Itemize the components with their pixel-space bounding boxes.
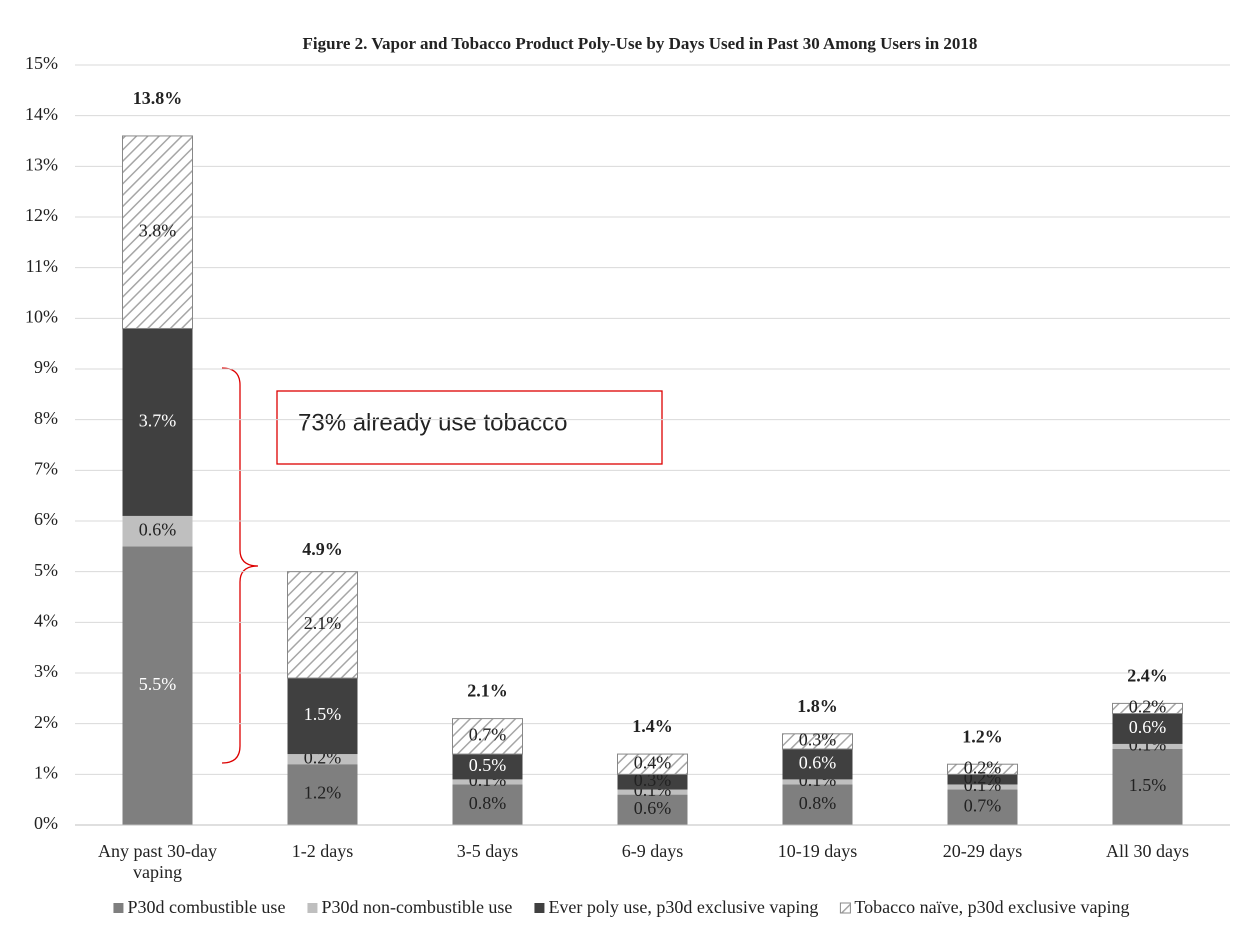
value-label: 0.8%	[469, 793, 507, 813]
bar-segment	[782, 784, 853, 825]
bar-segment	[287, 571, 358, 679]
bar-segment	[122, 515, 193, 547]
total-label: 2.1%	[467, 681, 508, 701]
bar-segment	[287, 678, 358, 755]
value-label: 0.8%	[799, 793, 837, 813]
bar-segment	[782, 749, 853, 780]
bar-segment	[122, 328, 193, 516]
value-label: 0.5%	[469, 755, 507, 775]
y-tick-label: 0%	[34, 813, 58, 833]
bar-segment	[1112, 713, 1183, 744]
y-tick-label: 9%	[34, 357, 58, 377]
total-label: 1.8%	[797, 696, 838, 716]
bracket	[221, 367, 259, 764]
bar-segment	[287, 754, 358, 765]
bar-segment	[452, 754, 523, 780]
total-label: 1.4%	[632, 716, 673, 736]
bar-segment	[452, 779, 523, 785]
y-tick-label: 11%	[26, 256, 58, 276]
y-tick-label: 15%	[25, 53, 58, 73]
chart-title: Figure 2. Vapor and Tobacco Product Poly…	[303, 34, 978, 53]
bar-segment	[947, 763, 1018, 775]
x-tick-label: 3-5 days	[456, 841, 519, 861]
value-label: 5.5%	[139, 674, 177, 694]
value-label: 0.7%	[469, 724, 507, 744]
value-label: 0.7%	[964, 795, 1002, 815]
bar-segment	[1112, 702, 1183, 715]
bar-segment	[617, 753, 688, 775]
legend-label: P30d combustible use	[127, 897, 285, 917]
y-tick-label: 12%	[25, 205, 58, 225]
bar-segment	[1112, 749, 1183, 825]
value-label: 3.8%	[139, 220, 177, 240]
y-tick-label: 4%	[34, 610, 58, 630]
legend-swatch	[839, 902, 851, 914]
x-tick-label: All 30 days	[1106, 841, 1189, 861]
total-label: 2.4%	[1127, 666, 1168, 686]
y-tick-label: 1%	[34, 762, 58, 782]
value-label: 0.4%	[634, 752, 672, 772]
legend-label: Tobacco naïve, p30d exclusive vaping	[854, 897, 1129, 917]
x-tick-label: 1-2 days	[291, 841, 354, 861]
value-label: 0.3%	[634, 770, 672, 790]
value-label: 0.2%	[1129, 697, 1167, 717]
value-label: 1.5%	[304, 704, 342, 724]
bar-segment	[782, 779, 853, 785]
legend-label: Ever poly use, p30d exclusive vaping	[548, 897, 818, 917]
bar-segment	[617, 794, 688, 825]
bar-segment	[452, 718, 523, 755]
bar-segment	[122, 546, 193, 825]
legend-swatch	[534, 903, 545, 913]
bar-segment	[947, 789, 1018, 825]
value-label: 0.6%	[1129, 717, 1167, 737]
total-label: 4.9%	[302, 539, 343, 559]
value-label: 0.6%	[139, 519, 177, 539]
y-tick-label: 13%	[25, 154, 58, 174]
y-tick-label: 8%	[34, 408, 58, 428]
annotation: 73% already use tobacco	[298, 409, 568, 436]
value-label: 1.2%	[304, 783, 342, 803]
bar-segment	[947, 784, 1018, 790]
y-tick-label: 5%	[34, 560, 58, 580]
value-label: 2.1%	[304, 613, 342, 633]
bar-segment	[617, 789, 688, 795]
bar-segment	[947, 774, 1018, 785]
value-label: 0.6%	[799, 752, 837, 772]
y-tick-label: 6%	[34, 509, 58, 529]
value-label: 1.5%	[1129, 775, 1167, 795]
total-label: 1.2%	[962, 726, 1003, 746]
bar-segment	[782, 733, 853, 750]
x-tick-label: 20-29 days	[942, 841, 1023, 861]
value-label: 0.6%	[634, 798, 672, 818]
legend-swatch	[113, 903, 124, 913]
y-tick-label: 2%	[34, 712, 58, 732]
y-tick-label: 10%	[25, 306, 58, 326]
annotation-box	[276, 390, 663, 465]
x-tick-label: 6-9 days	[621, 841, 684, 861]
bar-segment	[617, 774, 688, 790]
y-tick-label: 14%	[25, 104, 58, 124]
bar-segment	[452, 784, 523, 825]
bar-segment	[287, 764, 358, 825]
y-tick-label: 7%	[34, 458, 58, 478]
x-tick-label: 10-19 days	[777, 841, 858, 861]
value-label: 0.3%	[799, 730, 837, 750]
legend-swatch	[307, 903, 318, 913]
value-label: 3.7%	[139, 410, 177, 430]
y-tick-label: 3%	[34, 661, 58, 681]
value-label: 0.2%	[964, 757, 1002, 777]
x-tick-label: Any past 30-day vaping	[98, 841, 217, 882]
legend-label: P30d non-combustible use	[321, 897, 512, 917]
total-label: 13.8%	[133, 88, 183, 108]
bar-segment	[1112, 743, 1183, 749]
bar-segment	[122, 135, 193, 329]
